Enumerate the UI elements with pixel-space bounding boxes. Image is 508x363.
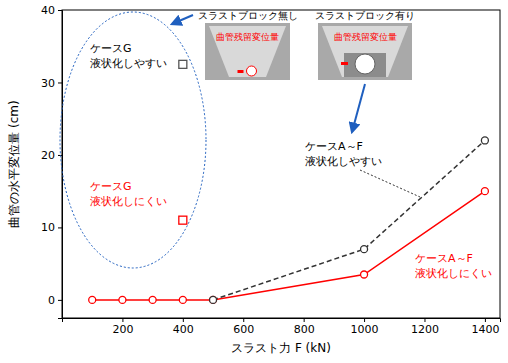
x-tick-mark <box>183 318 184 322</box>
x-tick-mark <box>424 318 425 322</box>
inset-title: スラストブロック無し <box>198 10 298 21</box>
data-point <box>481 137 488 144</box>
inset-thrust-block <box>344 53 386 77</box>
inset-title: スラストブロック有り <box>315 10 415 21</box>
data-point <box>210 296 217 303</box>
x-tick-label: 400 <box>173 323 194 336</box>
y-axis: 0 10 20 30 40 <box>41 4 63 318</box>
series-label-line: 液状化しやすい <box>305 155 382 168</box>
plot-frame <box>62 10 500 318</box>
series-label: ケースA～F 液状化しやすい <box>305 140 382 168</box>
highlight-ellipse <box>60 12 206 268</box>
arrow <box>352 84 365 132</box>
arrow <box>172 15 193 24</box>
x-tick: 600 <box>233 318 254 336</box>
insets: スラストブロック無し曲管残留変位量スラストブロック有り曲管残留変位量 <box>198 10 416 80</box>
series-label: ケースA～F 液状化しにくい <box>415 252 492 280</box>
y-tick: 10 <box>41 221 62 234</box>
data-point <box>179 216 187 224</box>
data-point <box>179 296 186 303</box>
series-label-line: 液状化しやすい <box>90 57 167 70</box>
y-tick-mark <box>58 82 62 83</box>
y-tick-mark <box>58 155 62 156</box>
series-label-line: 液状化しにくい <box>90 195 167 208</box>
series-label-line: ケースG <box>90 42 132 55</box>
x-axis: 200 400 600 800 1000 1200 1400 <box>63 318 501 336</box>
x-tick-mark <box>122 318 123 322</box>
x-tick-mark <box>485 318 486 322</box>
inset-displacement <box>238 70 244 73</box>
inset-ground <box>318 23 412 80</box>
series-label: ケースG 液状化しやすい <box>90 42 167 70</box>
data-point <box>361 246 368 253</box>
chart: 200 400 600 800 1000 1200 1400 0 10 20 30 40 スラスト力 F… <box>0 0 508 363</box>
y-tick-label: 30 <box>41 76 55 89</box>
x-tick-label: 200 <box>112 323 133 336</box>
x-tick: 800 <box>294 318 315 336</box>
x-tick: 1400 <box>471 318 499 336</box>
data-point <box>481 188 488 195</box>
inset <box>318 23 412 80</box>
data-point <box>149 296 156 303</box>
x-tick-label: 600 <box>233 323 254 336</box>
inset-label: 曲管残留変位量 <box>334 32 397 42</box>
y-tick-mark <box>58 10 62 11</box>
leader-line <box>360 170 420 197</box>
y-tick-label: 10 <box>41 221 55 234</box>
y-tick-mark <box>58 300 62 301</box>
x-tick-label: 800 <box>294 323 315 336</box>
y-tick: 30 <box>41 76 62 89</box>
x-axis-title: スラスト力 F (kN) <box>231 341 331 355</box>
x-tick-mark <box>304 318 305 322</box>
x-tick-mark <box>243 318 244 322</box>
inset-displacement <box>341 62 348 65</box>
x-tick: 200 <box>112 318 133 336</box>
inset-label: 曲管残留変位量 <box>216 32 279 42</box>
data-point <box>89 296 96 303</box>
inset <box>205 23 290 80</box>
y-tick: 40 <box>41 4 62 17</box>
series-label: ケースG 液状化しにくい <box>90 180 167 208</box>
data-point <box>119 296 126 303</box>
data-point <box>179 60 187 68</box>
x-tick: 1200 <box>411 318 439 336</box>
x-tick-label: 1000 <box>351 323 379 336</box>
data-point <box>361 271 368 278</box>
series-label-line: ケースA～F <box>415 252 473 265</box>
x-tick: 1000 <box>351 318 379 336</box>
series-labels: ケースA～F液状化しにくいケースA～F液状化しやすいケースG液状化しやすいケース… <box>90 42 492 280</box>
series-label-line: 液状化しにくい <box>415 267 492 280</box>
data-point <box>210 296 217 303</box>
x-tick-label: 1200 <box>411 323 439 336</box>
y-tick: 20 <box>41 149 62 162</box>
y-tick-mark <box>58 227 62 228</box>
y-tick-label: 40 <box>41 4 55 17</box>
inset-trench <box>209 26 286 77</box>
series-label-line: ケースG <box>90 180 132 193</box>
y-tick-label: 20 <box>41 149 55 162</box>
y-tick: 0 <box>48 294 62 307</box>
series-label-line: ケースA～F <box>305 140 363 153</box>
inset-pipe <box>247 66 257 76</box>
y-tick-label: 0 <box>48 294 55 307</box>
inset-pipe <box>355 54 375 74</box>
x-tick-mark <box>364 318 365 322</box>
y-axis-title: 曲管の水平変位量 (cm) <box>7 100 21 227</box>
x-tick-label: 1400 <box>471 323 499 336</box>
inset-trench <box>322 26 408 77</box>
x-tick: 400 <box>173 318 194 336</box>
inset-ground <box>205 23 290 80</box>
x-axis-line <box>63 319 501 323</box>
